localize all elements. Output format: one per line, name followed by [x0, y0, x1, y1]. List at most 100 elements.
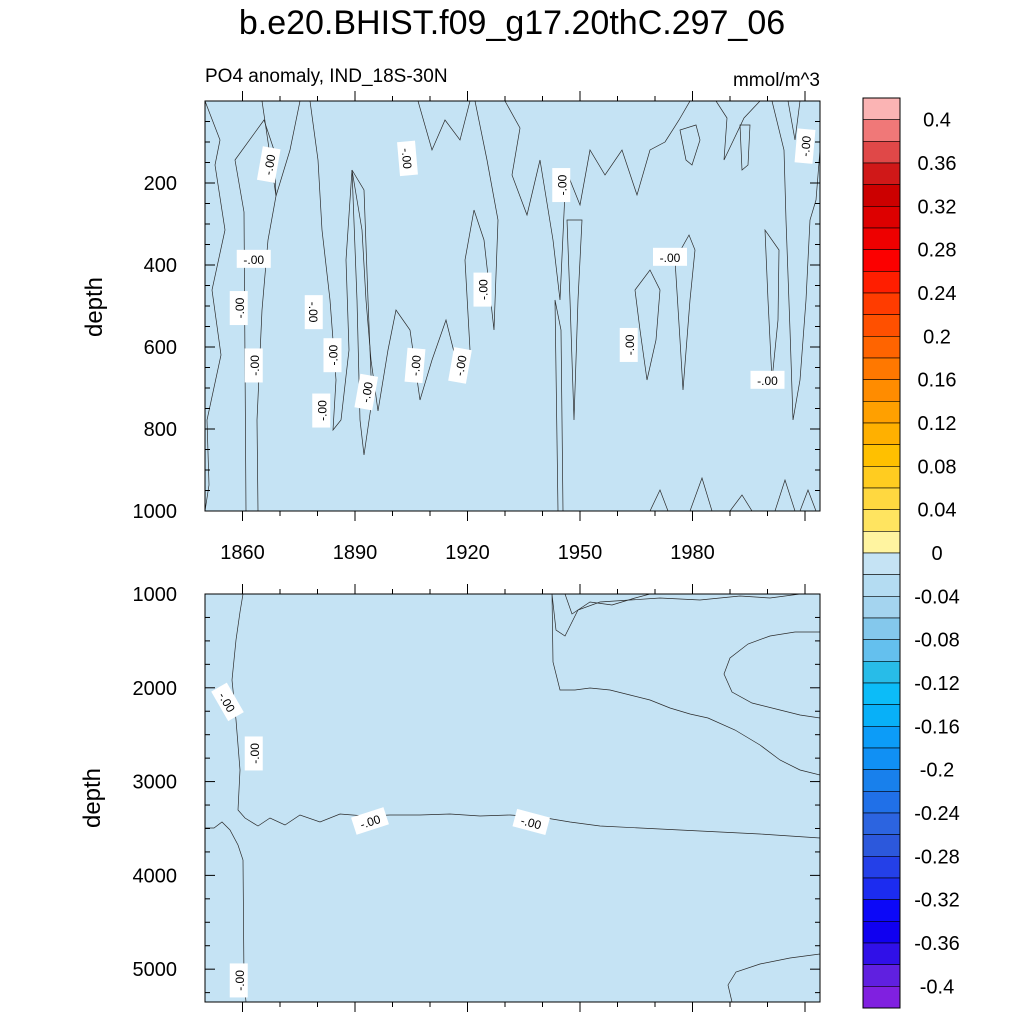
contour-label-text: -.00 — [248, 743, 262, 764]
colorbar-segment — [862, 964, 901, 987]
contour-label-box — [229, 291, 248, 326]
colorbar-segment — [862, 986, 901, 1009]
colorbar-segment — [862, 747, 901, 770]
colorbar-label: -0.4 — [920, 976, 954, 998]
contour-label-box — [229, 963, 248, 998]
contour-label-box — [312, 393, 331, 428]
contour-label-text: -.00 — [452, 354, 469, 377]
colorbar-label: -0.04 — [914, 586, 960, 608]
x-tick-label: 1920 — [445, 542, 490, 564]
colorbar-label: 0.4 — [923, 110, 951, 132]
y-tick-label: 800 — [144, 419, 177, 441]
contour-label: -.00 — [397, 140, 418, 177]
contour-label-box — [448, 347, 472, 384]
contour-label: -.00 — [244, 736, 263, 771]
colorbar-segment — [862, 769, 901, 792]
colorbar-segment — [862, 184, 901, 207]
colorbar-label: -0.12 — [914, 673, 960, 695]
contour-label: -.00 — [304, 295, 323, 330]
contour-label-text: -.00 — [327, 345, 341, 366]
upper-blue-wisp — [649, 476, 817, 511]
colorbar-segment — [862, 292, 901, 315]
left-string: PO4 anomaly, IND_18S-30N — [205, 66, 448, 87]
contour-label: -.00 — [404, 347, 426, 384]
colorbar-segment — [862, 921, 901, 944]
contour-label-text: -.00 — [233, 297, 247, 318]
contour-label: -.00 — [229, 963, 248, 998]
contour-label-box — [244, 736, 263, 771]
upper-yticks: 200 400 600 800 1000 — [133, 100, 820, 523]
colorbar-label: 0 — [931, 543, 942, 565]
contour-label-box — [244, 348, 263, 383]
y-tick-label: 400 — [144, 255, 177, 277]
contour-label-box — [552, 168, 571, 203]
colorbar-segment — [862, 487, 901, 510]
lower-ylabel: depth — [79, 768, 106, 828]
lower-darker-blue-region — [551, 594, 820, 776]
contour-label: -.00 — [236, 249, 271, 268]
lower-bright-yellow-corner — [727, 953, 820, 1002]
upper-yellow-streak — [771, 101, 820, 421]
upper-yellow-streak — [205, 101, 226, 511]
colorbar-label: 0.2 — [923, 326, 951, 348]
contour-label: -.00 — [323, 338, 342, 373]
contour-label-text: -.00 — [248, 355, 262, 376]
right-string: mmol/m^3 — [733, 70, 820, 91]
contour-label-box — [750, 370, 785, 389]
contour-label: -.00 — [552, 168, 571, 203]
contour-label: -.00 — [354, 373, 379, 411]
contour-label-text: -.00 — [399, 148, 415, 170]
contour-label: -.00 — [229, 291, 248, 326]
contour-label: -.00 — [794, 128, 816, 164]
colorbar-label: 0.12 — [918, 413, 957, 435]
colorbar-segment — [862, 639, 901, 662]
upper-contour-labels: -.00 -.00 -.00 -.00 -.00 -.00 -.00 -.00 -.00 -.00… — [229, 128, 816, 428]
colorbar-label: 0.28 — [918, 240, 957, 262]
colorbar-label: -0.32 — [914, 890, 960, 912]
contour-label-box — [397, 140, 418, 177]
colorbar-segment — [862, 877, 901, 900]
contour-label-box — [351, 807, 389, 835]
contour-label-text: -.00 — [261, 153, 278, 176]
colorbar-segment — [862, 834, 901, 857]
contour-label-box — [473, 272, 492, 307]
colorbar-segment — [862, 531, 901, 554]
colorbar-label: 0.32 — [918, 196, 957, 218]
upper-yellow-streak — [351, 169, 373, 456]
colorbar-segment — [862, 227, 901, 250]
main-title: b.e20.BHIST.f09_g17.20thC.297_06 — [239, 4, 785, 42]
colorbar-segment — [862, 119, 901, 142]
colorbar-segment — [862, 899, 901, 922]
contour-label: -.00 — [351, 807, 389, 835]
colorbar-segment — [862, 162, 901, 185]
lower-darkest-blue-core — [723, 631, 820, 719]
contour-label: -.00 — [473, 272, 492, 307]
upper-xticks: 1860 1890 1920 1950 1980 — [220, 91, 806, 564]
colorbar-label: -0.28 — [914, 846, 960, 868]
colorbar-label: -0.2 — [920, 760, 954, 782]
colorbar-segment — [862, 206, 901, 229]
colorbar-frame — [862, 97, 901, 1009]
upper-deep-blue-patch — [504, 101, 691, 301]
contour-label-text: -.00 — [358, 812, 382, 832]
colorbar-segment — [862, 942, 901, 965]
contour-label-box — [236, 249, 271, 268]
contour-label-text: -.00 — [555, 174, 569, 195]
upper-yellow-streak — [674, 234, 696, 391]
y-tick-label: 3000 — [133, 772, 178, 794]
colorbar-segment — [862, 574, 901, 597]
colorbar-label: 0.16 — [918, 370, 957, 392]
colorbar-label: 0.04 — [918, 500, 957, 522]
colorbar-segment — [862, 401, 901, 424]
colorbar-segment — [862, 314, 901, 337]
colorbar-label: 0.24 — [918, 283, 957, 305]
contour-label-box — [304, 295, 323, 330]
y-tick-label: 5000 — [133, 959, 178, 981]
lower-blue-notch — [564, 594, 651, 615]
y-tick-label: 1000 — [133, 584, 178, 606]
upper-yellow-streak — [634, 269, 661, 381]
upper-yellow-streak — [739, 124, 751, 171]
contour-label-text: -.00 — [660, 251, 681, 265]
upper-yellow-streak — [234, 119, 277, 511]
lower-yellow-region — [205, 594, 820, 1002]
